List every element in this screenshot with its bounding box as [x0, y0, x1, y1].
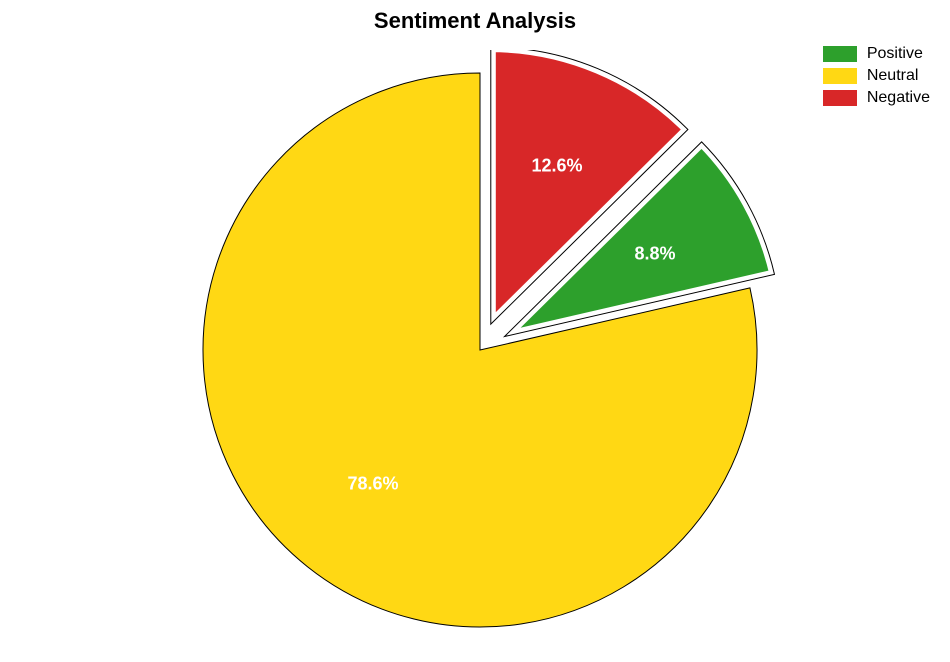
chart-title: Sentiment Analysis — [374, 8, 576, 34]
legend-item-negative: Negative — [823, 89, 930, 107]
legend-label: Negative — [867, 89, 930, 107]
legend-item-neutral: Neutral — [823, 67, 930, 85]
legend-swatch — [823, 68, 857, 84]
pie-svg — [160, 50, 800, 660]
legend: Positive Neutral Negative — [823, 45, 930, 111]
legend-swatch — [823, 90, 857, 106]
legend-label: Neutral — [867, 67, 919, 85]
sentiment-pie-chart: Sentiment Analysis Positive Neutral Negati… — [0, 0, 950, 662]
slice-label-negative: 12.6% — [531, 155, 582, 176]
pie-slice-neutral — [203, 73, 757, 627]
legend-swatch — [823, 46, 857, 62]
slice-label-neutral: 78.6% — [348, 474, 399, 495]
legend-label: Positive — [867, 45, 923, 63]
slice-label-positive: 8.8% — [635, 243, 676, 264]
legend-item-positive: Positive — [823, 45, 930, 63]
